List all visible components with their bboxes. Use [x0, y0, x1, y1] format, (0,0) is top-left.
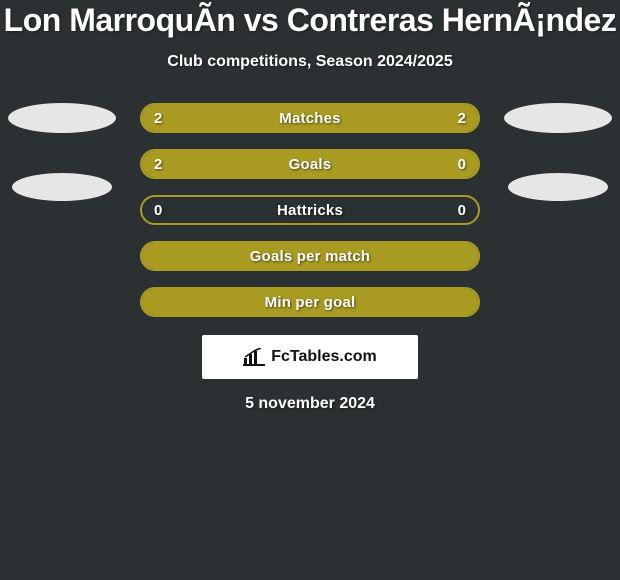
snapshot-date: 5 november 2024 — [245, 395, 375, 413]
bar-row-min-per-goal: Min per goal — [140, 287, 480, 317]
bar-value-left: 2 — [154, 151, 162, 177]
right-oval-1 — [504, 103, 612, 133]
bar-label: Hattricks — [142, 197, 478, 223]
bar-label: Goals — [142, 151, 478, 177]
bar-value-left: 0 — [154, 197, 162, 223]
right-player-col — [502, 103, 614, 201]
left-oval-2 — [12, 173, 112, 201]
bar-value-right: 0 — [458, 151, 466, 177]
page-title: Lon MarroquÃ­n vs Contreras HernÃ¡ndez — [4, 2, 617, 39]
bar-row-hattricks: Hattricks0 0 — [140, 195, 480, 225]
bar-value-right: 0 — [458, 197, 466, 223]
chart-area: Matches22Goals20Hattricks00Goals per mat… — [0, 103, 620, 317]
attribution-badge: FcTables.com — [202, 335, 418, 379]
bar-row-matches: Matches2 2 — [140, 103, 480, 133]
bar-label: Min per goal — [142, 289, 478, 315]
left-oval-1 — [8, 103, 116, 133]
chart-icon — [243, 348, 265, 366]
left-player-col — [6, 103, 118, 201]
bar-row-goals: Goals2 0 — [140, 149, 480, 179]
bar-label: Goals per match — [142, 243, 478, 269]
subtitle: Club competitions, Season 2024/2025 — [167, 53, 452, 71]
bar-value-right: 2 — [458, 105, 466, 131]
comparison-card: Lon MarroquÃ­n vs Contreras HernÃ¡ndez C… — [0, 0, 620, 413]
comparison-bars: Matches22Goals20Hattricks00Goals per mat… — [140, 103, 480, 317]
bar-value-left: 2 — [154, 105, 162, 131]
bar-label: Matches — [142, 105, 478, 131]
bar-row-goals-per-match: Goals per match — [140, 241, 480, 271]
right-oval-2 — [508, 173, 608, 201]
attribution-text: FcTables.com — [271, 348, 377, 366]
